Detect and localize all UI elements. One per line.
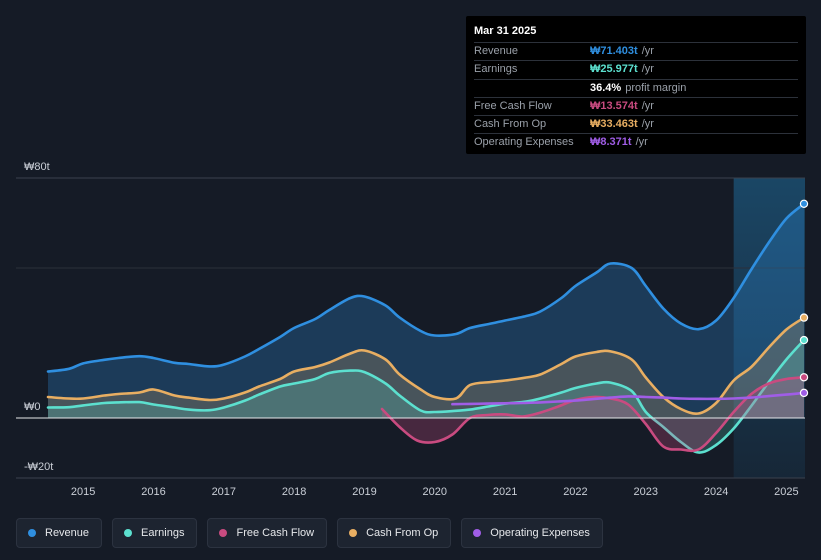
legend-item-revenue[interactable]: Revenue [16, 518, 103, 548]
x-tick-label: 2015 [71, 486, 95, 498]
x-tick-label: 2020 [423, 486, 447, 498]
legend-dot-icon [124, 529, 133, 537]
x-tick-label: 2018 [282, 486, 306, 498]
cash-from-op-line [46, 316, 806, 416]
tooltip-row: Operating Expenses ₩8.371t/yr [474, 133, 798, 151]
legend-dot-icon [219, 529, 228, 537]
revenue-line [46, 202, 806, 373]
tooltip-row: Free Cash Flow ₩13.574t/yr [474, 96, 798, 115]
legend-item-cash-from-op[interactable]: Cash From Op [337, 518, 452, 548]
highlight-region [733, 178, 805, 478]
legend-item-free-cash-flow[interactable]: Free Cash Flow [207, 518, 328, 548]
free-cash-flow-area [382, 377, 804, 451]
tooltip-label: Earnings [474, 63, 518, 76]
x-tick-label: 2022 [563, 486, 587, 498]
tooltip-value: ₩8.371t [590, 136, 632, 149]
cash-from-op-area [48, 317, 804, 418]
legend-item-operating-expenses[interactable]: Operating Expenses [461, 518, 603, 548]
x-tick-label: 2025 [774, 486, 798, 498]
tooltip-unit: /yr [641, 99, 654, 112]
tooltip-value: ₩33.463t [590, 118, 638, 131]
financial-chart: ₩80t ₩0 -₩20t 2015 2016 2017 2018 2019 2020 2021 2… [16, 161, 809, 498]
tooltip-value: 36.4% [590, 81, 622, 94]
tooltip-unit: /yr [635, 136, 648, 149]
tooltip-row: Earnings ₩25.977t/yr [474, 60, 798, 78]
earnings-endpoint [799, 335, 809, 345]
tooltip-panel: Mar 31 2025 Revenue ₩71.403t/yr Earnings ₩2… [466, 16, 806, 154]
earnings-line [46, 338, 806, 454]
tooltip-label: Operating Expenses [474, 136, 574, 149]
y-tick-label: ₩80t [24, 161, 50, 173]
legend-label: Earnings [141, 527, 185, 539]
operating-expenses-line [451, 391, 806, 406]
tooltip-unit: profit margin [625, 81, 687, 94]
tooltip-label: Free Cash Flow [474, 99, 552, 112]
free-cash-flow-line [380, 376, 806, 453]
tooltip-row: Revenue ₩71.403t/yr [474, 42, 798, 60]
legend-label: Cash From Op [366, 527, 439, 539]
x-tick-label: 2016 [141, 486, 165, 498]
tooltip-row: 36.4% profit margin [474, 78, 798, 97]
tooltip-value: ₩25.977t [590, 63, 638, 76]
cash-from-op-endpoint [799, 313, 809, 322]
legend-label: Operating Expenses [490, 527, 590, 539]
legend-dot-icon [473, 529, 482, 537]
chart-legend: Revenue Earnings Free Cash Flow Cash From O… [16, 518, 603, 548]
revenue-endpoint [799, 199, 809, 208]
tooltip-unit: /yr [641, 45, 654, 57]
tooltip-date: Mar 31 2025 [474, 25, 537, 37]
revenue-area [48, 203, 804, 418]
legend-item-earnings[interactable]: Earnings [112, 518, 198, 548]
legend-dot-icon [28, 529, 36, 537]
tooltip-row: Cash From Op ₩33.463t/yr [474, 115, 798, 133]
legend-dot-icon [349, 529, 358, 537]
operating-expenses-endpoint [799, 388, 809, 398]
x-tick-label: 2023 [634, 486, 658, 498]
tooltip-unit: /yr [641, 118, 654, 131]
x-tick-label: 2017 [212, 486, 236, 498]
tooltip-unit: /yr [641, 63, 654, 76]
tooltip-label [474, 80, 590, 97]
tooltip-value: ₩13.574t [590, 99, 638, 112]
x-tick-label: 2024 [704, 486, 728, 498]
x-tick-label: 2019 [352, 486, 376, 498]
y-tick-label: -₩20t [24, 461, 53, 473]
tooltip-label: Revenue [474, 45, 519, 57]
legend-label: Revenue [45, 527, 90, 539]
legend-label: Free Cash Flow [236, 527, 315, 539]
y-tick-label: ₩0 [24, 401, 41, 413]
tooltip-value: ₩71.403t [590, 45, 638, 57]
x-tick-label: 2021 [493, 486, 517, 498]
tooltip-label: Cash From Op [474, 118, 547, 131]
free-cash-flow-endpoint [799, 373, 809, 382]
